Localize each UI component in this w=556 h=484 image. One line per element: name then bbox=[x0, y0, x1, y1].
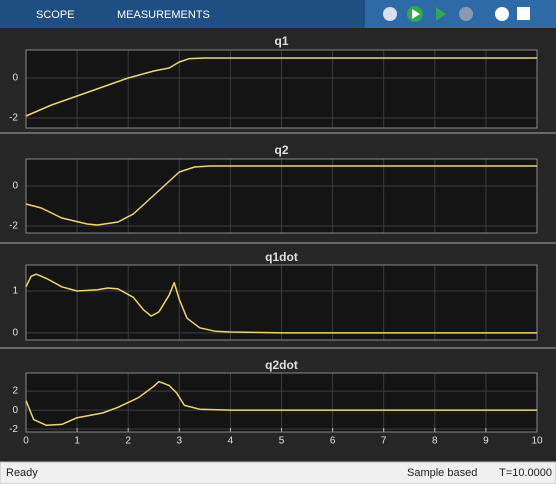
status-time: T=10.0000 bbox=[499, 467, 552, 479]
data-line bbox=[25, 273, 537, 334]
y-tick-label: -2 bbox=[9, 113, 18, 124]
y-tick-label: -2 bbox=[9, 221, 18, 232]
y-tick-label: 0 bbox=[12, 181, 18, 192]
tab[interactable]: MEASUREMENTS bbox=[117, 9, 210, 21]
status-text: Ready bbox=[6, 467, 38, 479]
undock-button[interactable] bbox=[517, 7, 530, 20]
plot-title: q2dot bbox=[265, 358, 298, 372]
plot-title: q2 bbox=[274, 143, 288, 157]
y-tick-label: -2 bbox=[9, 424, 18, 435]
axes-frame bbox=[25, 264, 538, 341]
icon[interactable] bbox=[383, 7, 397, 21]
x-tick-label: 3 bbox=[177, 436, 183, 447]
help-button[interactable] bbox=[495, 7, 509, 21]
icon bbox=[412, 9, 420, 19]
x-tick-label: 5 bbox=[279, 436, 285, 447]
x-tick-label: 1 bbox=[74, 436, 80, 447]
x-tick-label: 8 bbox=[432, 436, 438, 447]
x-tick-label: 7 bbox=[381, 436, 387, 447]
plot-title: q1 bbox=[274, 34, 288, 48]
step-button[interactable] bbox=[436, 7, 446, 21]
x-tick-label: 10 bbox=[531, 436, 543, 447]
stop-button[interactable] bbox=[459, 7, 473, 21]
data-line bbox=[25, 380, 537, 427]
y-tick-label: 2 bbox=[12, 386, 18, 397]
axes-frame bbox=[25, 49, 538, 129]
y-tick-label: 0 bbox=[12, 328, 18, 339]
x-tick-label: 2 bbox=[125, 436, 131, 447]
axes-frame bbox=[25, 158, 538, 234]
x-tick-label: 6 bbox=[330, 436, 336, 447]
x-tick-label: 9 bbox=[483, 436, 489, 447]
data-line bbox=[25, 57, 537, 117]
y-tick-label: 1 bbox=[12, 286, 18, 297]
y-tick-label: 0 bbox=[12, 405, 18, 416]
status-mode: Sample based bbox=[407, 467, 477, 479]
x-tick-label: 0 bbox=[23, 436, 29, 447]
status-bar bbox=[0, 461, 556, 484]
x-tick-label: 4 bbox=[228, 436, 234, 447]
y-tick-label: 0 bbox=[12, 73, 18, 84]
tab[interactable]: SCOPE bbox=[36, 9, 75, 21]
data-line bbox=[25, 165, 537, 226]
plot-title: q1dot bbox=[265, 250, 298, 264]
plots: q1 -2 0 q2 -2 0 q1dot 0 1 q2dot -2 0 2 0 1 2 3 4 5 6 7 8 9 10 bbox=[0, 34, 556, 447]
